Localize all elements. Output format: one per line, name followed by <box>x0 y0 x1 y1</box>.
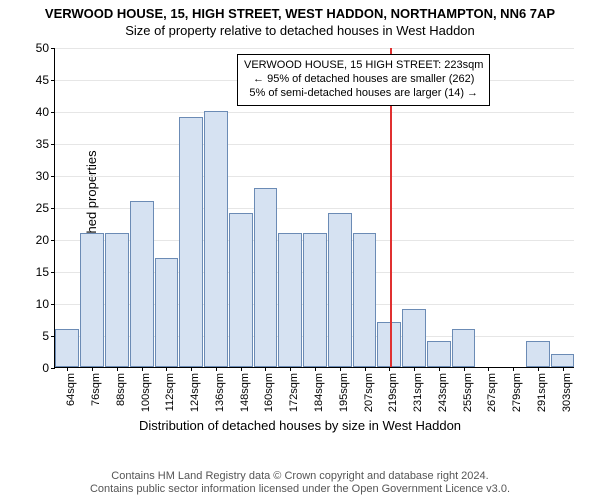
histogram-bar <box>80 233 104 367</box>
histogram-bar <box>55 329 79 367</box>
histogram-bar <box>551 354 575 367</box>
chart-container: Number of detached properties 0510152025… <box>0 42 600 437</box>
y-tick-label: 40 <box>36 105 55 119</box>
x-tick-label: 100sqm <box>140 373 152 412</box>
y-tick-label: 20 <box>36 233 55 247</box>
histogram-bar <box>105 233 129 367</box>
x-tick <box>265 367 266 371</box>
histogram-bar <box>155 258 179 367</box>
x-tick <box>142 367 143 371</box>
x-tick-label: 267sqm <box>486 373 498 412</box>
histogram-bar <box>427 341 451 367</box>
credit-line-1: Contains HM Land Registry data © Crown c… <box>0 470 600 482</box>
x-tick <box>315 367 316 371</box>
histogram-bar <box>353 233 377 367</box>
page-subtitle: Size of property relative to detached ho… <box>0 21 600 38</box>
x-tick <box>340 367 341 371</box>
histogram-bar <box>377 322 401 367</box>
gridline <box>55 112 574 113</box>
x-tick-label: 243sqm <box>437 373 449 412</box>
x-tick-label: 291sqm <box>536 373 548 412</box>
y-tick-label: 45 <box>36 73 55 87</box>
x-tick <box>365 367 366 371</box>
histogram-bar <box>328 213 352 367</box>
x-tick-label: 148sqm <box>239 373 251 412</box>
x-tick <box>166 367 167 371</box>
x-tick-label: 207sqm <box>363 373 375 412</box>
histogram-bar <box>254 188 278 367</box>
x-axis-label: Distribution of detached houses by size … <box>0 418 600 433</box>
histogram-bar <box>303 233 327 367</box>
x-tick <box>414 367 415 371</box>
gridline <box>55 48 574 49</box>
x-tick <box>92 367 93 371</box>
histogram-bar <box>229 213 253 367</box>
y-tick-label: 30 <box>36 169 55 183</box>
x-tick <box>241 367 242 371</box>
x-tick <box>389 367 390 371</box>
credit-line-2: Contains public sector information licen… <box>0 483 600 495</box>
x-tick <box>538 367 539 371</box>
x-tick <box>117 367 118 371</box>
y-tick-label: 25 <box>36 201 55 215</box>
histogram-bar <box>526 341 550 367</box>
histogram-bar <box>179 117 203 367</box>
x-tick-label: 64sqm <box>65 373 77 406</box>
x-tick <box>439 367 440 371</box>
x-tick-label: 88sqm <box>115 373 127 406</box>
x-tick-label: 112sqm <box>164 373 176 411</box>
y-tick-label: 5 <box>42 329 55 343</box>
y-tick-label: 0 <box>42 361 55 375</box>
x-tick <box>67 367 68 371</box>
x-tick-label: 195sqm <box>338 373 350 412</box>
callout-line: ← 95% of detached houses are smaller (26… <box>244 73 483 87</box>
x-tick <box>464 367 465 371</box>
x-tick <box>488 367 489 371</box>
x-tick-label: 219sqm <box>387 373 399 412</box>
y-tick-label: 50 <box>36 41 55 55</box>
callout-line: 5% of semi-detached houses are larger (1… <box>244 87 483 101</box>
x-tick-label: 124sqm <box>189 373 201 412</box>
x-tick <box>563 367 564 371</box>
x-tick <box>191 367 192 371</box>
plot-area: 0510152025303540455064sqm76sqm88sqm100sq… <box>54 48 574 368</box>
histogram-bar <box>130 201 154 367</box>
y-tick-label: 35 <box>36 137 55 151</box>
x-tick <box>216 367 217 371</box>
x-tick <box>513 367 514 371</box>
x-tick-label: 255sqm <box>462 373 474 412</box>
x-tick <box>290 367 291 371</box>
y-tick-label: 15 <box>36 265 55 279</box>
gridline <box>55 176 574 177</box>
callout-line: VERWOOD HOUSE, 15 HIGH STREET: 223sqm <box>244 59 483 73</box>
x-tick-label: 279sqm <box>511 373 523 412</box>
x-tick-label: 160sqm <box>263 373 275 412</box>
gridline <box>55 144 574 145</box>
page-title: VERWOOD HOUSE, 15, HIGH STREET, WEST HAD… <box>0 0 600 21</box>
callout-box: VERWOOD HOUSE, 15 HIGH STREET: 223sqm← 9… <box>237 54 490 105</box>
x-tick-label: 172sqm <box>288 373 300 412</box>
x-tick-label: 184sqm <box>313 373 325 412</box>
x-tick-label: 231sqm <box>412 373 424 412</box>
x-tick-label: 136sqm <box>214 373 226 412</box>
histogram-bar <box>204 111 228 367</box>
x-tick-label: 76sqm <box>90 373 102 406</box>
histogram-bar <box>452 329 476 367</box>
x-tick-label: 303sqm <box>561 373 573 412</box>
credits: Contains HM Land Registry data © Crown c… <box>0 469 600 496</box>
y-tick-label: 10 <box>36 297 55 311</box>
histogram-bar <box>402 309 426 367</box>
histogram-bar <box>278 233 302 367</box>
